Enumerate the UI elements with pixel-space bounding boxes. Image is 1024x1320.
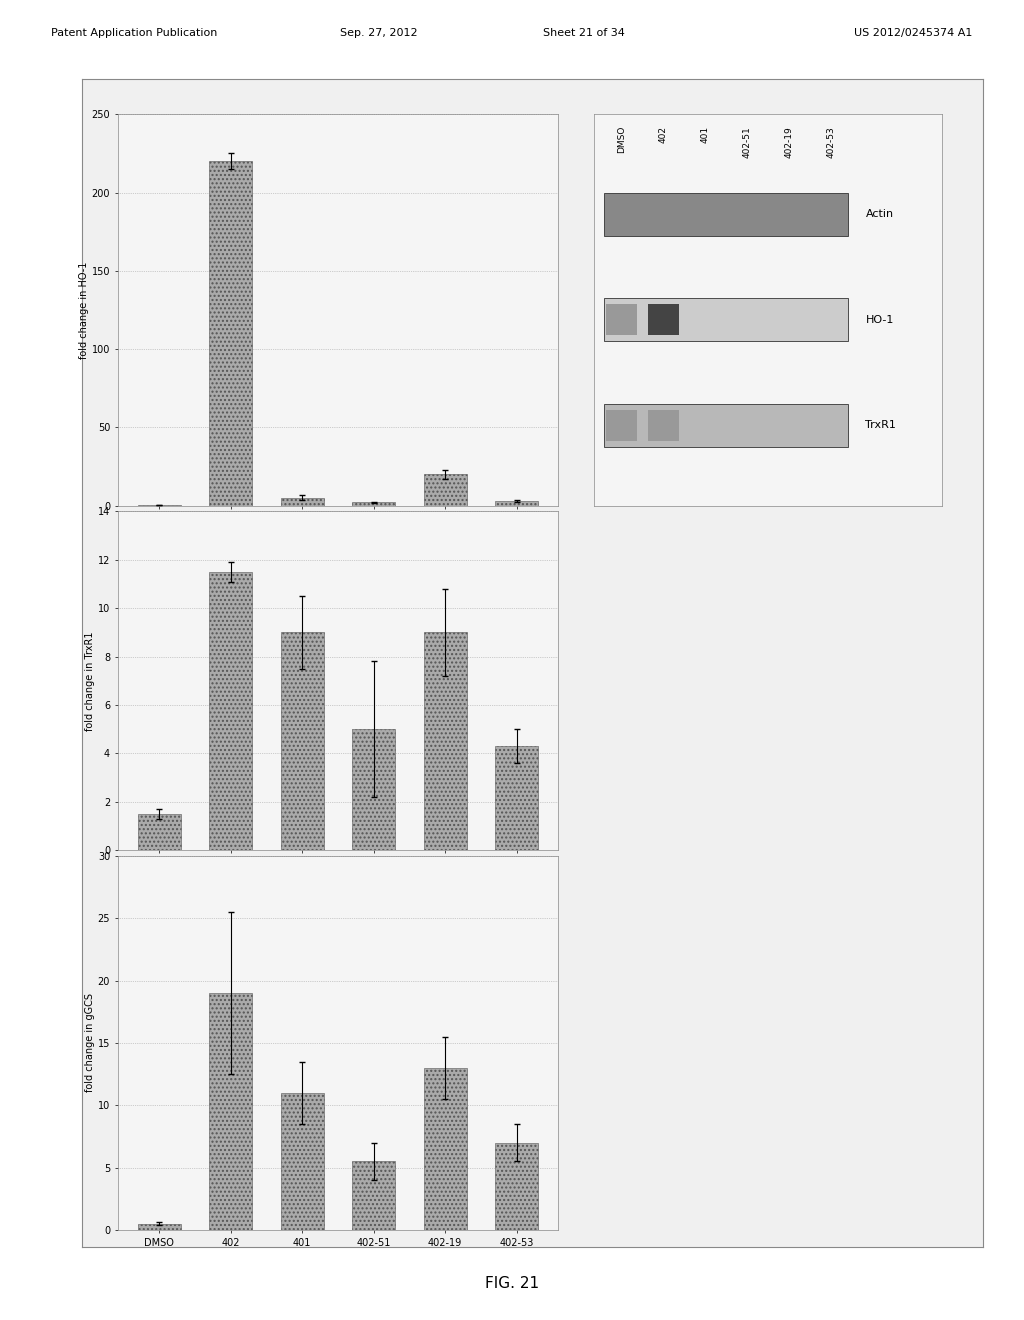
Bar bbox=[496, 746, 538, 850]
Text: 401: 401 bbox=[700, 125, 710, 143]
Bar bbox=[424, 1068, 467, 1230]
Text: Patent Application Publication: Patent Application Publication bbox=[51, 28, 217, 38]
Bar bbox=[138, 1224, 180, 1230]
Text: 402: 402 bbox=[659, 125, 668, 143]
Y-axis label: fold change in TrxR1: fold change in TrxR1 bbox=[85, 631, 95, 730]
Bar bbox=[604, 193, 848, 235]
Text: HO-1: HO-1 bbox=[865, 314, 894, 325]
Y-axis label: fold change in HO-1: fold change in HO-1 bbox=[79, 261, 89, 359]
Bar bbox=[606, 409, 637, 441]
Bar bbox=[281, 498, 324, 506]
Bar bbox=[604, 298, 848, 342]
Bar bbox=[138, 814, 180, 850]
Text: TrxR1: TrxR1 bbox=[865, 420, 896, 430]
Y-axis label: fold change in gGCS: fold change in gGCS bbox=[85, 994, 95, 1093]
Bar bbox=[604, 404, 848, 447]
Bar bbox=[352, 729, 395, 850]
Bar bbox=[209, 993, 252, 1230]
Text: 402-19: 402-19 bbox=[784, 125, 794, 157]
Bar bbox=[281, 632, 324, 850]
Text: 402-53: 402-53 bbox=[826, 125, 836, 157]
Bar bbox=[209, 572, 252, 850]
Bar bbox=[281, 1093, 324, 1230]
Text: 402-51: 402-51 bbox=[742, 125, 752, 157]
Bar bbox=[209, 161, 252, 506]
Bar bbox=[606, 304, 637, 335]
Bar bbox=[648, 409, 679, 441]
Bar bbox=[496, 1143, 538, 1230]
Text: Actin: Actin bbox=[865, 209, 894, 219]
Bar bbox=[424, 632, 467, 850]
Text: DMSO: DMSO bbox=[617, 125, 627, 153]
Text: US 2012/0245374 A1: US 2012/0245374 A1 bbox=[854, 28, 973, 38]
Bar bbox=[648, 304, 679, 335]
Bar bbox=[496, 500, 538, 506]
Bar bbox=[352, 503, 395, 506]
Text: Sheet 21 of 34: Sheet 21 of 34 bbox=[543, 28, 625, 38]
Bar bbox=[352, 1162, 395, 1230]
Bar bbox=[424, 474, 467, 506]
Text: Sep. 27, 2012: Sep. 27, 2012 bbox=[340, 28, 418, 38]
Text: FIG. 21: FIG. 21 bbox=[485, 1276, 539, 1291]
